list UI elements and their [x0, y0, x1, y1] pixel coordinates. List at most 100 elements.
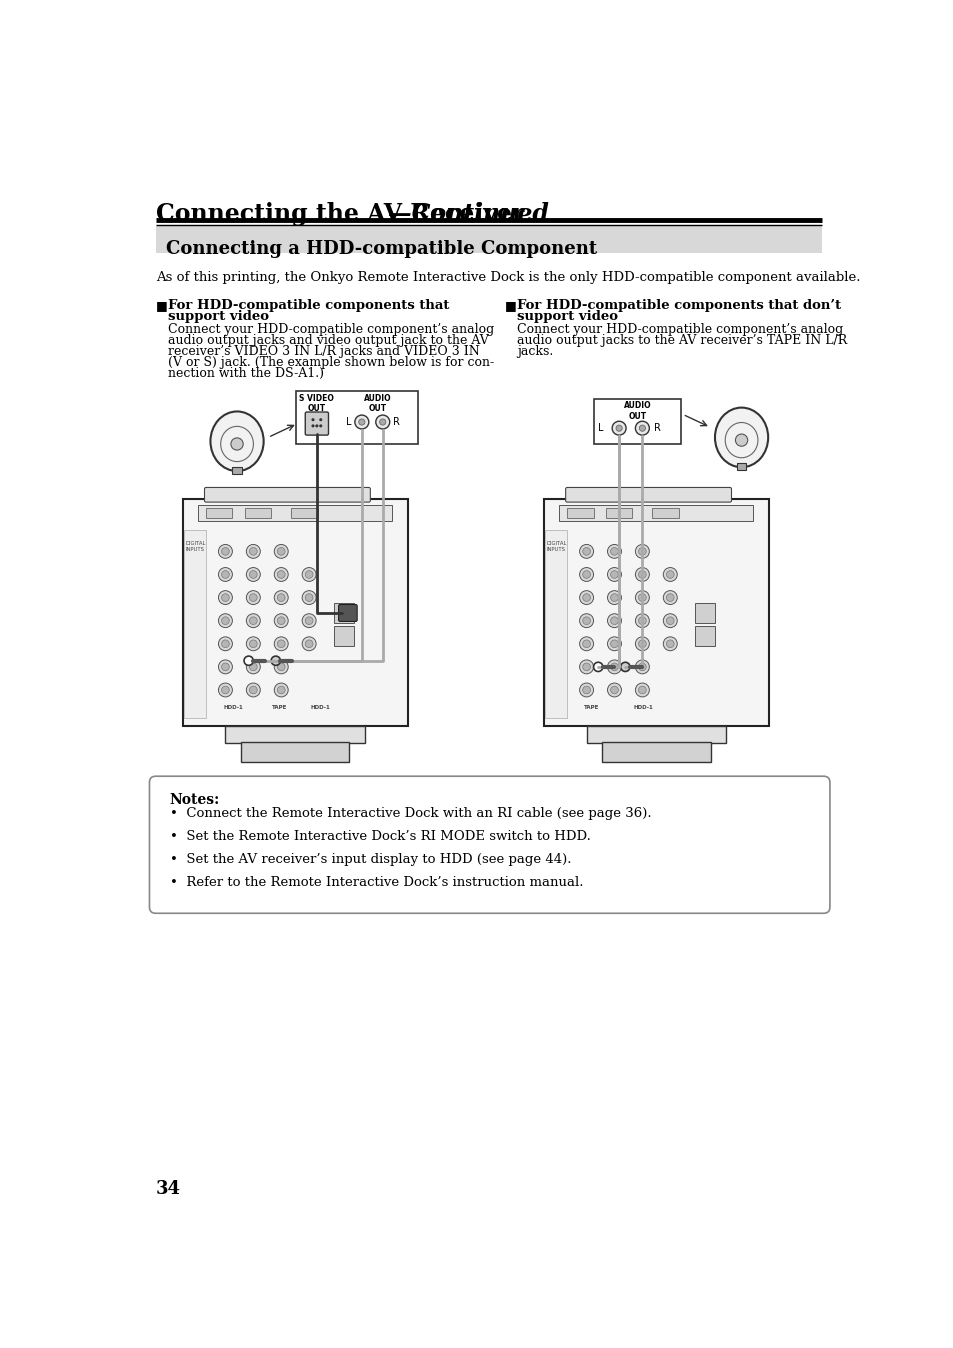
Circle shape [735, 434, 747, 446]
Bar [183, 499, 407, 727]
Circle shape [635, 613, 649, 628]
Circle shape [218, 636, 233, 651]
Circle shape [302, 590, 315, 604]
Circle shape [249, 640, 257, 647]
Bar [543, 499, 768, 727]
Text: HDD-1: HDD-1 [223, 705, 243, 710]
Bar [605, 508, 632, 518]
Text: L: L [346, 417, 351, 427]
Circle shape [375, 415, 390, 429]
Circle shape [582, 663, 590, 671]
Circle shape [612, 422, 625, 435]
Circle shape [221, 570, 229, 578]
Circle shape [635, 590, 649, 604]
Bar [225, 727, 365, 743]
Text: Notes:: Notes: [170, 793, 219, 807]
FancyBboxPatch shape [338, 604, 356, 621]
Circle shape [246, 636, 260, 651]
Circle shape [319, 418, 322, 421]
Circle shape [662, 613, 677, 628]
Text: •  Set the AV receiver’s input display to HDD (see page 44).: • Set the AV receiver’s input display to… [170, 853, 571, 867]
Circle shape [610, 686, 618, 694]
Circle shape [246, 545, 260, 558]
Text: S VIDEO
OUT: S VIDEO OUT [299, 394, 334, 412]
Circle shape [221, 617, 229, 624]
Bar [695, 625, 715, 646]
Circle shape [277, 617, 285, 624]
Circle shape [638, 617, 645, 624]
Text: audio output jacks and video output jack to the AV: audio output jacks and video output jack… [168, 334, 488, 348]
Circle shape [221, 686, 229, 694]
Text: R: R [654, 423, 660, 433]
Circle shape [305, 640, 313, 647]
Circle shape [662, 568, 677, 581]
Circle shape [607, 683, 620, 697]
Bar [245, 508, 271, 518]
FancyBboxPatch shape [150, 776, 829, 914]
Circle shape [246, 683, 260, 697]
Circle shape [221, 663, 229, 671]
Circle shape [579, 568, 593, 581]
Circle shape [610, 617, 618, 624]
Circle shape [635, 545, 649, 558]
FancyBboxPatch shape [204, 488, 370, 501]
Circle shape [249, 617, 257, 624]
Circle shape [607, 661, 620, 674]
Bar [184, 530, 206, 718]
Circle shape [662, 636, 677, 651]
Circle shape [277, 593, 285, 601]
Circle shape [319, 425, 322, 427]
Text: ■: ■ [155, 299, 167, 311]
Text: For HDD-compatible components that: For HDD-compatible components that [168, 299, 449, 311]
Circle shape [311, 425, 314, 427]
Circle shape [218, 568, 233, 581]
Bar [334, 625, 354, 646]
Circle shape [271, 656, 280, 666]
Circle shape [274, 545, 288, 558]
Ellipse shape [211, 411, 263, 470]
Circle shape [249, 593, 257, 601]
Circle shape [274, 683, 288, 697]
Circle shape [249, 663, 257, 671]
Circle shape [221, 593, 229, 601]
Circle shape [274, 568, 288, 581]
Circle shape [305, 593, 313, 601]
Text: —Continued: —Continued [388, 202, 549, 226]
Bar [567, 508, 593, 518]
Circle shape [302, 568, 315, 581]
Circle shape [635, 661, 649, 674]
Circle shape [302, 613, 315, 628]
Circle shape [635, 683, 649, 697]
Circle shape [610, 547, 618, 555]
Text: Connect your HDD-compatible component’s analog: Connect your HDD-compatible component’s … [168, 324, 494, 337]
Text: •  Refer to the Remote Interactive Dock’s instruction manual.: • Refer to the Remote Interactive Dock’s… [170, 876, 582, 890]
Circle shape [302, 636, 315, 651]
FancyBboxPatch shape [305, 412, 328, 435]
Circle shape [249, 547, 257, 555]
Circle shape [610, 570, 618, 578]
Circle shape [315, 425, 318, 427]
Text: For HDD-compatible components that don’t: For HDD-compatible components that don’t [517, 299, 840, 311]
Text: TAPE: TAPE [583, 705, 599, 710]
Text: Connecting the AV Receiver: Connecting the AV Receiver [155, 202, 523, 226]
Circle shape [616, 425, 621, 431]
Circle shape [610, 593, 618, 601]
Text: •  Set the Remote Interactive Dock’s RI MODE switch to HDD.: • Set the Remote Interactive Dock’s RI M… [170, 830, 590, 842]
Circle shape [639, 425, 645, 431]
Circle shape [218, 661, 233, 674]
Circle shape [635, 422, 649, 435]
Circle shape [277, 663, 285, 671]
Circle shape [579, 545, 593, 558]
Circle shape [635, 636, 649, 651]
Text: AUDIO
OUT: AUDIO OUT [623, 402, 651, 421]
Text: ■: ■ [504, 299, 516, 311]
Bar [206, 508, 233, 518]
Text: audio output jacks to the AV receiver’s TAPE IN L/R: audio output jacks to the AV receiver’s … [517, 334, 846, 348]
Bar [198, 506, 392, 520]
Circle shape [638, 663, 645, 671]
Text: support video: support video [168, 310, 269, 324]
Circle shape [277, 686, 285, 694]
Circle shape [582, 686, 590, 694]
Text: Connecting a HDD-compatible Component: Connecting a HDD-compatible Component [166, 240, 597, 257]
Circle shape [607, 545, 620, 558]
